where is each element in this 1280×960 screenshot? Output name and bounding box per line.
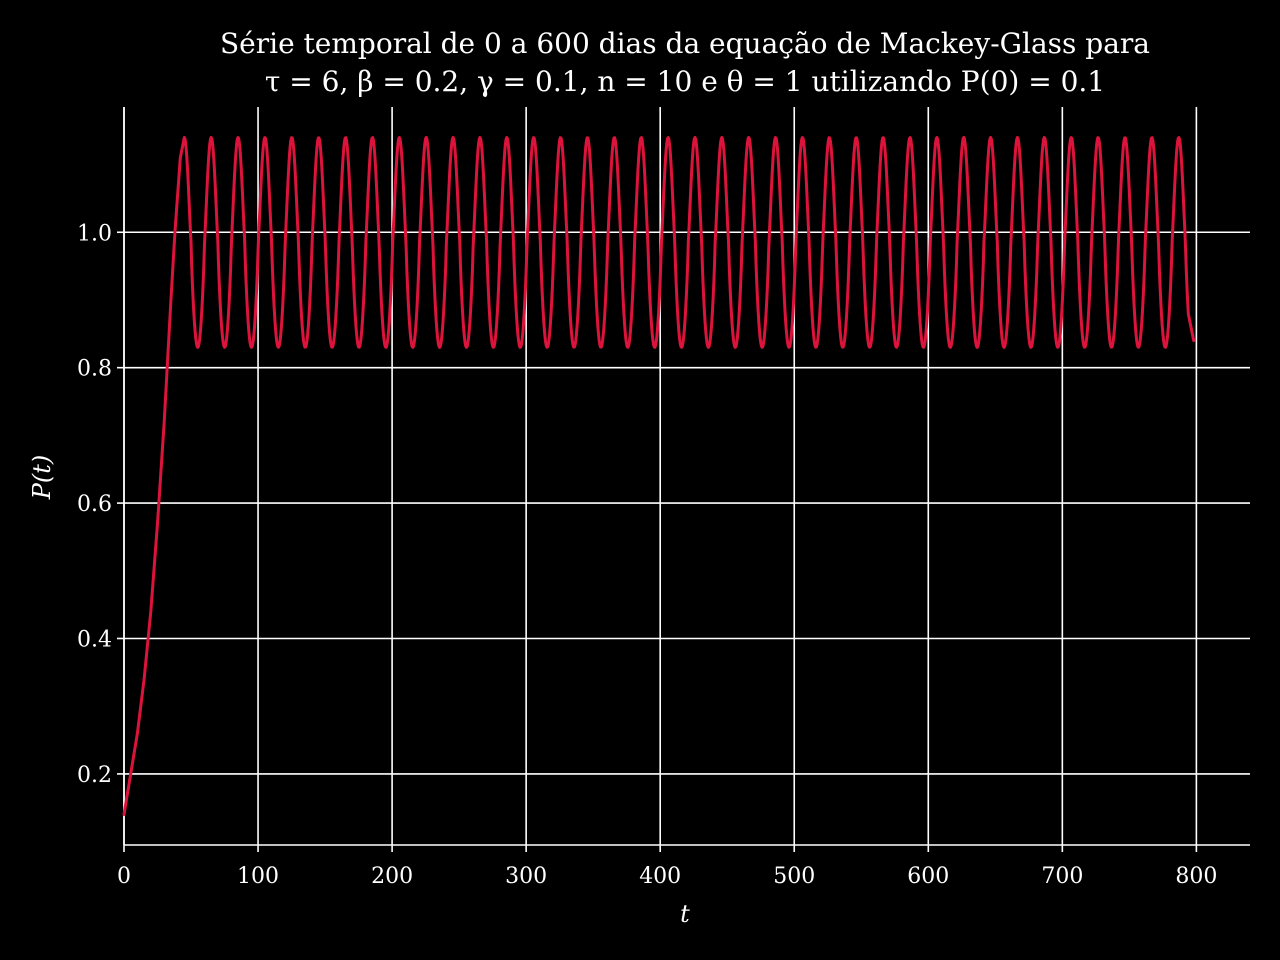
- y-axis-label: P(t): [28, 455, 56, 501]
- x-tick-label: 700: [1041, 864, 1083, 889]
- x-tick-label: 400: [639, 864, 681, 889]
- y-tick-label: 1.0: [77, 221, 112, 246]
- x-tick-label: 600: [907, 864, 949, 889]
- axis-ticks: 0 100 200 300 400 500 600 700 800 0.2 0.4 0.6 0.8 1.0: [77, 221, 1217, 889]
- chart-title-line2: τ = 6, β = 0.2, γ = 0.1, n = 10 e θ = 1 …: [265, 65, 1105, 98]
- x-tick-label: 200: [371, 864, 413, 889]
- y-tick-label: 0.8: [77, 357, 112, 382]
- x-tick-label: 100: [237, 864, 279, 889]
- x-tick-label: 800: [1175, 864, 1217, 889]
- series-line: [122, 135, 1196, 817]
- series-group: [122, 135, 1196, 817]
- x-tick-label: 500: [773, 864, 815, 889]
- y-tick-label: 0.2: [77, 763, 112, 788]
- x-tick-label: 0: [117, 864, 131, 889]
- chart-title-line1: Série temporal de 0 a 600 dias da equaçã…: [220, 27, 1150, 60]
- y-tick-label: 0.6: [77, 492, 112, 517]
- x-tick-label: 300: [505, 864, 547, 889]
- x-axis-label: t: [680, 900, 690, 928]
- y-tick-label: 0.4: [77, 627, 112, 652]
